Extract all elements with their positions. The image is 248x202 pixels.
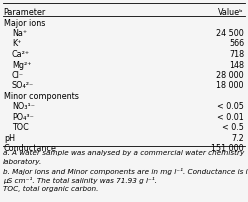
Text: 148: 148	[229, 60, 244, 69]
Text: Minor components: Minor components	[4, 92, 79, 101]
Text: laboratory.: laboratory.	[3, 158, 42, 164]
Text: b. Major ions and Minor components are in mg l⁻¹. Conductance is in: b. Major ions and Minor components are i…	[3, 167, 248, 174]
Text: Conductance: Conductance	[4, 144, 57, 153]
Text: 151 000: 151 000	[211, 144, 244, 153]
Text: TOC, total organic carbon.: TOC, total organic carbon.	[3, 185, 98, 191]
Text: Ca²⁺: Ca²⁺	[12, 50, 30, 59]
Text: 18 000: 18 000	[217, 81, 244, 90]
Text: 24 500: 24 500	[216, 29, 244, 38]
Text: K⁺: K⁺	[12, 39, 21, 48]
Text: PO₄³⁻: PO₄³⁻	[12, 113, 34, 121]
Text: 7.2: 7.2	[231, 133, 244, 142]
Text: a. A water sample was analysed by a commercial water chemistry: a. A water sample was analysed by a comm…	[3, 149, 244, 155]
Text: Cl⁻: Cl⁻	[12, 71, 24, 80]
Text: 566: 566	[229, 39, 244, 48]
Text: μS cm⁻¹. The total salinity was 71.93 g l⁻¹.: μS cm⁻¹. The total salinity was 71.93 g …	[3, 176, 157, 183]
Text: pH: pH	[4, 133, 15, 142]
Text: Na⁺: Na⁺	[12, 29, 27, 38]
Text: Parameter: Parameter	[3, 8, 45, 17]
Text: 28 000: 28 000	[216, 71, 244, 80]
Text: NO₃¹⁻: NO₃¹⁻	[12, 102, 35, 111]
Text: SO₄²⁻: SO₄²⁻	[12, 81, 34, 90]
Text: Mg²⁺: Mg²⁺	[12, 60, 31, 69]
Text: Valueᵇ: Valueᵇ	[218, 8, 244, 17]
Text: TOC: TOC	[12, 123, 29, 132]
Text: < 0.01: < 0.01	[217, 113, 244, 121]
Text: < 0.05: < 0.05	[217, 102, 244, 111]
Text: < 0.5: < 0.5	[222, 123, 244, 132]
Text: 718: 718	[229, 50, 244, 59]
Text: Major ions: Major ions	[4, 18, 45, 27]
